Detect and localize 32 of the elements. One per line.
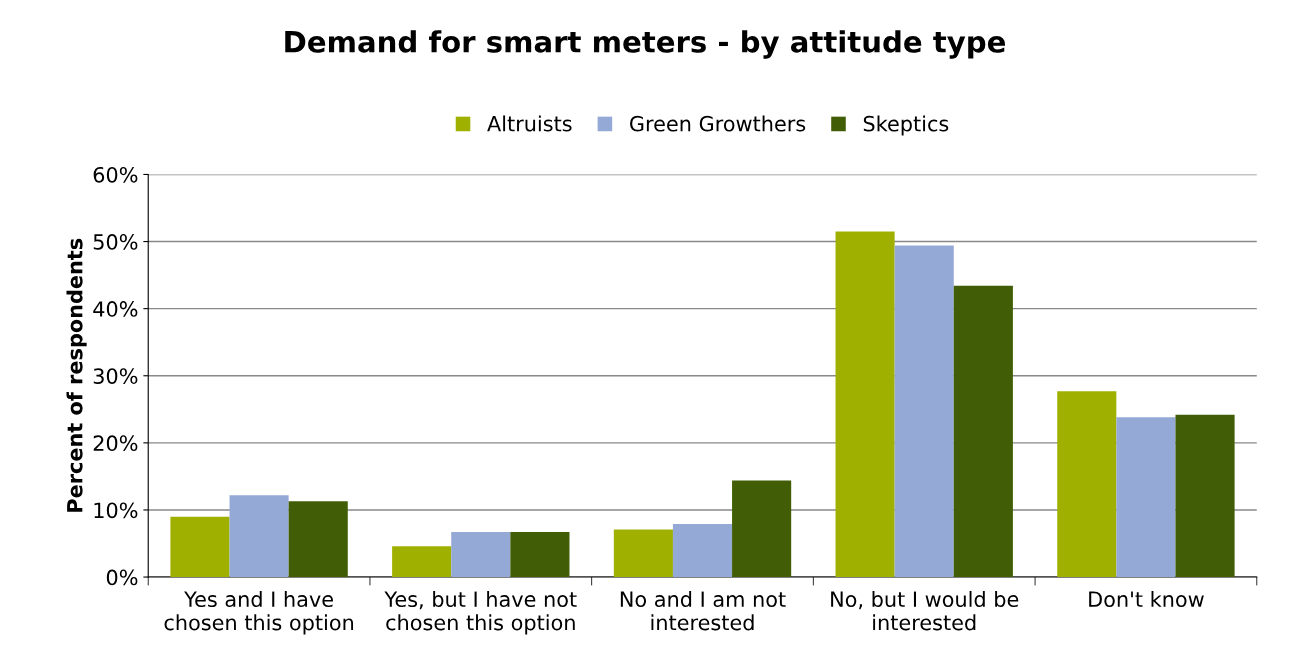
x-tick-label: Don't know (1089, 590, 1204, 608)
bar (894, 245, 954, 578)
bar (1057, 391, 1117, 578)
legend-label: Green Growthers (630, 115, 806, 132)
bar (732, 480, 792, 578)
y-tick-label: 20% (93, 435, 138, 452)
bar (672, 524, 733, 578)
legend-label: Skeptics (863, 115, 949, 136)
y-tick-label: 60% (93, 166, 138, 183)
x-tick-label: No, but I would be interested (831, 590, 1019, 631)
bar (835, 231, 895, 578)
legend-label: Altruists (487, 115, 572, 132)
bar (1116, 417, 1176, 578)
chart-title: Demand for smart meters - by attitude type (285, 30, 1006, 59)
bar (288, 501, 348, 578)
x-tick-label: Yes and I have chosen this option (164, 590, 354, 635)
y-tick-label: 50% (93, 234, 138, 250)
bar (953, 285, 1013, 578)
y-tick-label: 10% (94, 502, 138, 519)
y-tick-label: 0% (106, 569, 138, 586)
x-tick-label: No and I am not interested (620, 590, 786, 631)
y-tick-label: 40% (93, 301, 138, 317)
y-tick-label: 30% (93, 368, 138, 384)
bar (451, 532, 511, 578)
bar (392, 546, 452, 578)
bar (510, 532, 570, 578)
bar (613, 529, 673, 578)
bar (170, 516, 230, 578)
x-tick-label: Yes, but I have not chosen this option (384, 590, 577, 635)
y-axis-title: Percent of respondents (66, 238, 87, 512)
bar (1175, 414, 1235, 578)
bar (229, 495, 289, 578)
